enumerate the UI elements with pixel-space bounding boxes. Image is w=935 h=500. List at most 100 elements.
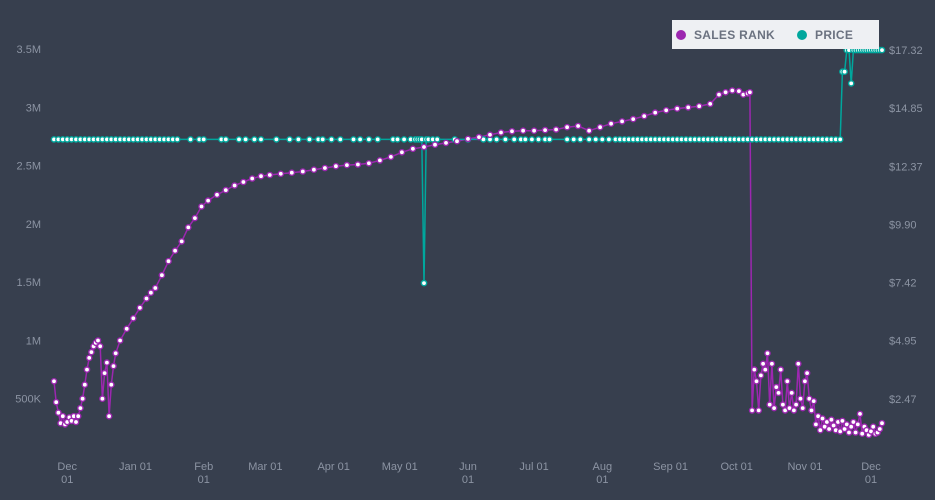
price-point-134 (836, 136, 844, 143)
price-point-139 (847, 80, 855, 87)
x-tick-label-12: Dec (861, 461, 881, 473)
price-point-34 (235, 136, 243, 143)
price-point-80 (592, 136, 600, 143)
sales-rank-point-106 (766, 401, 774, 408)
sales-rank-point-55 (321, 164, 329, 172)
sales-rank-point-116 (788, 389, 796, 397)
price-point-79 (585, 136, 593, 143)
sales-rank-point-56 (332, 162, 340, 170)
sales-rank-point-35 (151, 284, 159, 292)
price-point-38 (273, 136, 280, 143)
sales-rank-point-97 (746, 89, 754, 96)
sales-rank-point-68 (464, 135, 472, 143)
sales-rank-point-134 (828, 416, 835, 424)
legend-item-price[interactable]: PRICE (797, 28, 853, 42)
sales-rank-point-44 (213, 191, 221, 199)
sales-rank-point-16 (85, 354, 93, 362)
sales-rank-point-43 (204, 197, 212, 204)
sales-rank-point-61 (387, 153, 395, 161)
sales-rank-point-78 (574, 122, 582, 130)
price-point-44 (328, 136, 335, 143)
sales-rank-point-129 (817, 426, 824, 434)
sales-rank-point-30 (123, 325, 130, 333)
sales-rank-point-103 (759, 360, 767, 368)
sales-rank-point-119 (795, 360, 802, 368)
x-tick-label-0: Dec (57, 461, 77, 473)
sales-rank-point-125 (808, 407, 815, 414)
x-tick-label-10: Oct 01 (720, 461, 752, 473)
sales-rank-point-133 (825, 425, 833, 433)
sales-rank-point-101 (755, 407, 763, 414)
sales-rank-point-147 (856, 410, 864, 418)
sales-rank-point-46 (231, 182, 238, 189)
sales-rank-point-24 (103, 359, 111, 366)
sales-rank-point-145 (852, 429, 859, 436)
price-point-81 (599, 136, 606, 143)
sales-rank-point-45 (222, 186, 230, 194)
price-point-48 (365, 136, 373, 143)
price-point-72 (528, 136, 536, 143)
sales-rank-point-100 (753, 377, 760, 385)
x-tick-label-2: Feb (194, 461, 213, 473)
sales-rank-point-15 (83, 366, 91, 373)
x-tick-label-12-line2: 01 (865, 474, 877, 486)
legend-item-sales-rank[interactable]: SALES RANK (676, 28, 775, 42)
sales-rank-point-39 (178, 238, 185, 245)
sales-rank-point-108 (770, 404, 778, 412)
sales-rank-point-130 (819, 415, 826, 422)
sales-rank-point-60 (376, 157, 384, 164)
price-point-82 (605, 136, 613, 143)
sales-rank-point-17 (88, 348, 95, 356)
sales-rank-point-67 (453, 137, 461, 145)
sales-rank-point-153 (869, 423, 877, 431)
sales-rank-point-81 (607, 120, 615, 127)
sales-rank-point-77 (563, 123, 571, 131)
y-right-tick-label-4: $12.37 (889, 161, 923, 173)
legend: SALES RANK PRICE (672, 20, 879, 49)
price-point-41 (306, 136, 313, 143)
y-left-tick-label-6: 3.5M (17, 44, 41, 56)
sales-rank-point-104 (762, 366, 769, 373)
y-right-tick-label-5: $14.85 (889, 103, 923, 115)
sales-rank-point-112 (779, 401, 787, 408)
sales-rank-point-33 (143, 295, 150, 302)
sales-rank-point-80 (596, 123, 604, 131)
sales-rank-point-114 (784, 377, 791, 385)
sales-rank-point-37 (165, 257, 172, 265)
sales-rank-point-86 (662, 107, 670, 114)
sales-rank-point-49 (257, 172, 265, 180)
sales-rank-point-10 (72, 418, 80, 426)
sales-rank-point-122 (801, 377, 809, 385)
sales-rank-point-90 (706, 100, 714, 108)
sales-rank-point-76 (552, 126, 560, 133)
price-point-76 (563, 136, 571, 143)
sales-rank-point-32 (136, 304, 144, 312)
price-point-43 (319, 136, 327, 143)
sales-rank-point-36 (158, 271, 166, 279)
sales-rank-point-74 (530, 127, 538, 134)
sales-rank-point-79 (585, 127, 593, 134)
x-tick-label-11: Nov 01 (787, 461, 822, 473)
y-right-tick-label-2: $7.42 (889, 278, 917, 290)
sales-rank-point-146 (854, 421, 862, 428)
sales-rank-point-87 (673, 105, 681, 112)
price-point-36 (251, 136, 258, 143)
price-point-37 (257, 136, 265, 143)
x-tick-label-0-line2: 01 (61, 474, 73, 486)
sales-rank-point-11 (74, 412, 82, 420)
sales-rank-point-107 (768, 360, 776, 368)
x-tick-label-5: May 01 (382, 461, 418, 473)
sales-rank-point-72 (508, 127, 516, 135)
sales-rank-point-23 (101, 369, 108, 377)
price-point-153 (878, 46, 886, 54)
sales-rank-point-51 (277, 170, 285, 178)
price-point-71 (522, 136, 529, 143)
sales-rank-point-120 (797, 395, 804, 403)
sales-rank-point-65 (431, 141, 439, 148)
sales-rank-point-25 (105, 412, 113, 420)
x-tick-label-1: Jan 01 (119, 461, 152, 473)
sales-rank-point-148 (858, 430, 866, 438)
y-left-tick-label-0: 500K (15, 394, 41, 406)
legend-label-price: PRICE (815, 27, 854, 42)
